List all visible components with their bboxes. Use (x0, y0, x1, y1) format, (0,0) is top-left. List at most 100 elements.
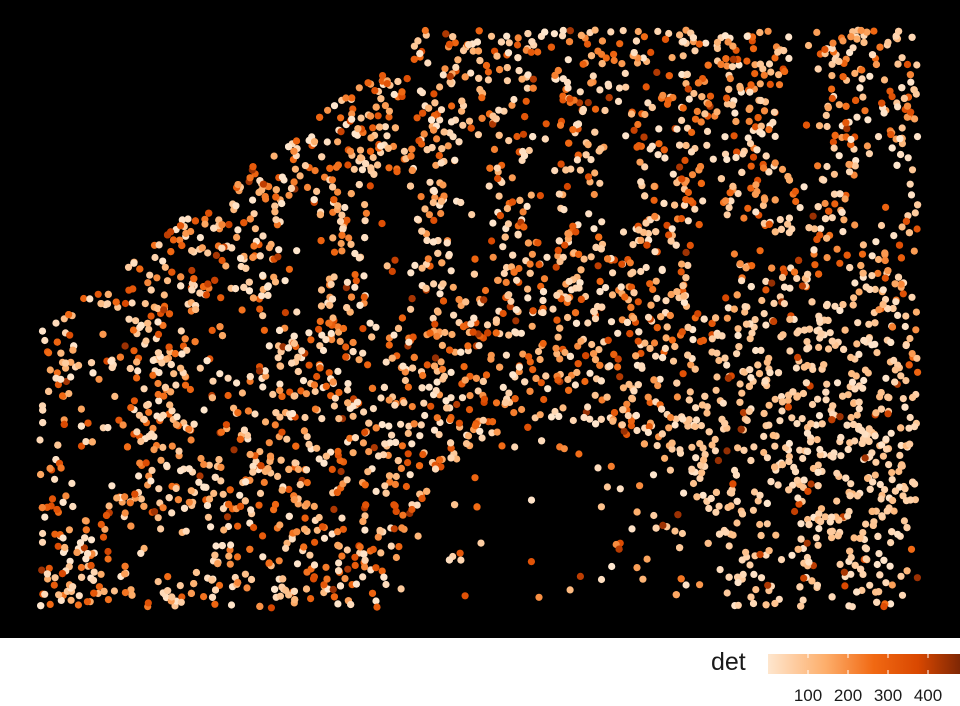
tissue-spot (882, 203, 890, 211)
tissue-spot (846, 492, 854, 500)
tissue-spot (469, 328, 477, 336)
tissue-spot (154, 330, 163, 338)
tissue-spot (352, 580, 360, 588)
tissue-spot (483, 321, 492, 329)
tissue-spot (752, 586, 760, 594)
tissue-spot (824, 104, 832, 112)
tissue-spot (882, 445, 891, 453)
tissue-spot (598, 303, 606, 311)
tissue-spot (466, 392, 474, 400)
tissue-spot (177, 467, 185, 475)
tissue-spot (715, 502, 723, 510)
tissue-spot (796, 583, 804, 591)
tissue-spot (526, 260, 534, 268)
tissue-spot (811, 261, 819, 269)
tissue-spot (754, 114, 762, 122)
tissue-spot (421, 411, 429, 420)
tissue-spot (712, 488, 721, 496)
tissue-spot (828, 534, 836, 542)
tissue-spot (632, 411, 641, 420)
tissue-spot (140, 385, 148, 393)
tissue-spot (471, 474, 479, 482)
tissue-spot (394, 457, 402, 465)
tissue-spot (432, 387, 440, 395)
tissue-spot (275, 557, 283, 565)
tissue-spot (339, 225, 347, 233)
tissue-spot (504, 292, 512, 300)
tissue-spot (765, 220, 773, 228)
tissue-spot (884, 393, 892, 401)
tissue-spot (298, 347, 306, 355)
tissue-spot (636, 158, 644, 166)
tissue-spot (227, 541, 235, 549)
tissue-spot (276, 380, 284, 388)
tissue-spot (274, 253, 282, 261)
tissue-spot (200, 593, 208, 601)
tissue-spot (861, 107, 869, 115)
tissue-spot (542, 372, 550, 380)
tissue-spot (301, 514, 309, 522)
tissue-spot (418, 140, 426, 148)
tissue-spot (86, 295, 94, 303)
tissue-spot (302, 466, 311, 474)
tissue-spot (646, 280, 654, 288)
tissue-spot (820, 176, 828, 184)
tissue-spot (858, 439, 866, 447)
tissue-spot (147, 477, 155, 485)
tissue-spot (576, 166, 585, 174)
tissue-spot (364, 468, 372, 476)
tissue-spot (814, 468, 822, 476)
tissue-spot (700, 315, 708, 323)
tissue-spot (750, 443, 758, 451)
tissue-spot (323, 575, 331, 583)
tissue-spot (884, 267, 892, 275)
tissue-spot (828, 416, 836, 424)
tissue-spot (562, 166, 570, 174)
tissue-spot (374, 161, 382, 169)
tissue-spot (608, 562, 616, 571)
tissue-spot (462, 440, 471, 448)
tissue-spot (347, 190, 355, 198)
tissue-spot (803, 539, 811, 547)
tissue-spot (798, 282, 807, 290)
tissue-spot (473, 503, 481, 511)
tissue-spot (717, 175, 726, 183)
tissue-spot (346, 147, 354, 155)
tissue-spot (579, 60, 587, 68)
tissue-spot (338, 514, 346, 522)
tissue-spot (442, 397, 450, 405)
tissue-spot (450, 311, 458, 319)
tissue-spot (94, 290, 102, 298)
tissue-spot (369, 545, 377, 554)
tissue-spot (255, 501, 263, 509)
tissue-spot (630, 314, 638, 322)
tissue-spot (882, 579, 890, 587)
tissue-spot (240, 426, 248, 434)
tissue-spot (669, 170, 677, 178)
tissue-spot (793, 476, 802, 484)
tissue-spot (351, 249, 359, 258)
tissue-spot (682, 141, 690, 150)
tissue-spot (592, 243, 600, 251)
tissue-spot (888, 93, 896, 101)
tissue-spot (537, 379, 545, 387)
tissue-spot (159, 504, 167, 512)
tissue-spot (38, 327, 47, 335)
tissue-spot (906, 334, 914, 343)
tissue-spot (150, 446, 158, 454)
tissue-spot (529, 84, 537, 92)
tissue-spot (797, 602, 805, 610)
tissue-spot (335, 559, 343, 567)
tissue-spot (366, 319, 374, 327)
tissue-spot (456, 549, 464, 557)
tissue-spot (361, 563, 369, 571)
tissue-spot (52, 319, 60, 327)
tissue-spot (886, 562, 894, 570)
tissue-spot (479, 377, 487, 385)
tissue-spot (361, 428, 369, 436)
tissue-spot (643, 555, 651, 563)
tissue-spot (231, 285, 240, 293)
tissue-spot (671, 421, 679, 429)
tissue-spot (133, 428, 141, 436)
tissue-spot (747, 162, 755, 170)
